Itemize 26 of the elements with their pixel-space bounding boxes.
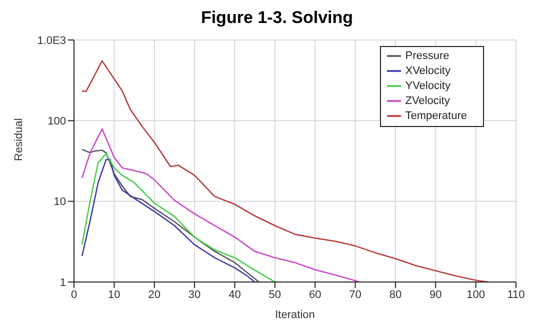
x-axis-title: Iteration	[275, 309, 315, 321]
x-tick-label: 70	[349, 288, 362, 301]
legend-label: ZVelocity	[405, 95, 450, 107]
chart-title: Figure 1-3. Solving	[200, 8, 354, 29]
x-tick-label: 30	[188, 288, 201, 301]
y-tick-label: 10	[54, 196, 66, 208]
x-tick-label: 40	[228, 288, 241, 301]
x-tick-label: 100	[466, 288, 485, 301]
legend-label: YVelocity	[405, 80, 450, 92]
y-tick-label: 1.0E3	[37, 34, 66, 47]
y-tick-label: 100	[48, 116, 66, 128]
x-tick-label: 110	[507, 288, 525, 301]
x-tick-label: 10	[108, 288, 120, 301]
legend-label: XVelocity	[405, 65, 450, 77]
legend-label: Pressure	[405, 50, 450, 62]
x-tick-label: 50	[268, 288, 282, 301]
line-series	[81, 60, 489, 282]
x-tick-label: 0	[70, 288, 78, 301]
y-tick-label: 1	[60, 276, 66, 289]
line-series	[81, 128, 360, 282]
legend-label: Temperature	[405, 110, 467, 122]
x-tick-label: 90	[430, 288, 442, 301]
x-tick-label: 80	[389, 288, 402, 301]
y-axis-title: Residual	[12, 118, 25, 161]
x-tick-label: 20	[148, 288, 160, 301]
x-tick-label: 60	[308, 288, 322, 301]
